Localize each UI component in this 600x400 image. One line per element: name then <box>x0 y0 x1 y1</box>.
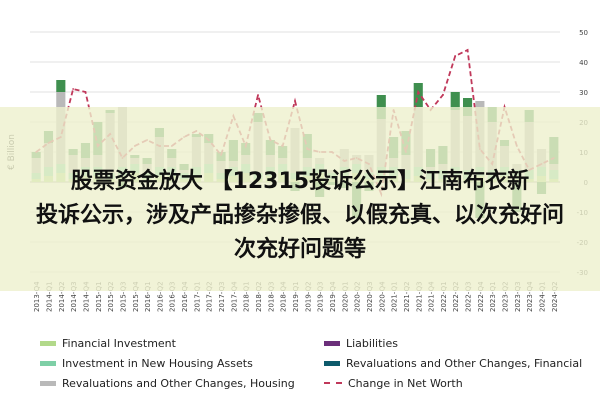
x-tick-label: 2016-Q1 <box>144 281 152 312</box>
overlay-banner: 股票资金放大 【12315投诉公示】江南布衣新 投诉公示，涉及产品掺杂掺假、以假… <box>0 107 600 291</box>
legend-label: Revaluations and Other Changes, Financia… <box>346 356 583 370</box>
y-tick-label: 30 <box>579 89 588 97</box>
overlay-line-2: 投诉公示，涉及产品掺杂掺假、以假充真、以次充好问 <box>35 203 564 228</box>
legend-item-investment-new-housing: Investment in New Housing Assets <box>40 354 253 372</box>
x-tick-label: 2014-Q3 <box>70 281 78 312</box>
x-tick-label: 2022-Q2 <box>452 281 460 312</box>
x-tick-label: 2017-Q3 <box>218 281 226 312</box>
x-tick-label: 2014-Q2 <box>58 281 66 312</box>
x-tick-label: 2014-Q1 <box>45 281 53 312</box>
x-tick-label: 2019-Q2 <box>304 281 312 312</box>
legend-swatch <box>40 380 56 386</box>
x-tick-label: 2017-Q2 <box>206 281 214 312</box>
x-tick-label: 2019-Q1 <box>292 281 300 312</box>
net-worth-point <box>442 94 444 96</box>
x-tick-label: 2015-Q2 <box>107 281 115 312</box>
legend-line-swatch <box>324 382 342 384</box>
x-tick-label: 2014-Q4 <box>82 281 90 312</box>
x-tick-label: 2023-Q2 <box>502 281 510 312</box>
x-tick-label: 2024-Q2 <box>551 281 559 312</box>
x-tick-label: 2020-Q1 <box>341 281 349 312</box>
x-tick-label: 2016-Q2 <box>156 281 164 312</box>
legend-item-change-net-worth: Change in Net Worth <box>324 374 463 392</box>
legend-item-revaluations-housing: Revaluations and Other Changes, Housing <box>40 374 295 392</box>
bar-segment <box>450 92 460 110</box>
x-tick-label: 2017-Q1 <box>193 281 201 312</box>
legend-label: Financial Investment <box>62 336 176 350</box>
legend-label: Liabilities <box>346 336 398 350</box>
bar-segment <box>413 83 423 107</box>
net-worth-point <box>466 49 469 51</box>
x-tick-label: 2020-Q3 <box>366 281 374 312</box>
net-worth-point <box>257 94 259 96</box>
x-tick-label: 2015-Q3 <box>119 281 127 312</box>
x-tick-label: 2018-Q1 <box>243 281 251 312</box>
x-tick-label: 2024-Q1 <box>539 281 547 312</box>
x-tick-label: 2021-Q3 <box>415 281 423 312</box>
x-tick-label: 2021-Q1 <box>391 281 399 312</box>
net-worth-point <box>294 100 296 102</box>
x-tick-label: 2013-Q4 <box>33 281 41 312</box>
x-tick-label: 2021-Q4 <box>428 281 436 312</box>
legend-swatch <box>40 360 56 366</box>
net-worth-point <box>454 55 457 57</box>
legend-swatch <box>324 340 340 346</box>
overlay-line-1: 股票资金放大 【12315投诉公示】江南布衣新 <box>70 169 530 194</box>
legend-item-liabilities: Liabilities <box>324 334 398 352</box>
x-tick-label: 2023-Q1 <box>489 281 497 312</box>
net-worth-point <box>72 88 75 90</box>
x-tick-label: 2022-Q4 <box>477 281 485 312</box>
y-tick-label: 40 <box>579 59 588 67</box>
legend-swatch <box>40 340 56 346</box>
x-tick-label: 2017-Q4 <box>230 281 238 312</box>
x-tick-label: 2020-Q2 <box>354 281 362 312</box>
bar-segment <box>56 80 66 92</box>
net-worth-point <box>417 91 420 93</box>
legend-label: Change in Net Worth <box>348 376 463 390</box>
x-tick-label: 2023-Q3 <box>514 281 522 312</box>
x-tick-label: 2018-Q3 <box>267 281 275 312</box>
legend-swatch <box>324 360 340 366</box>
x-tick-label: 2022-Q3 <box>465 281 473 312</box>
x-tick-label: 2019-Q4 <box>329 281 337 312</box>
x-tick-label: 2020-Q4 <box>378 281 386 312</box>
x-tick-label: 2016-Q4 <box>181 281 189 312</box>
y-tick-label: 50 <box>579 29 588 37</box>
x-tick-label: 2016-Q3 <box>169 281 177 312</box>
x-tick-label: 2018-Q4 <box>280 281 288 312</box>
legend-label: Investment in New Housing Assets <box>62 356 253 370</box>
x-tick-label: 2019-Q3 <box>317 281 325 312</box>
x-tick-label: 2021-Q2 <box>403 281 411 312</box>
x-tick-label: 2022-Q1 <box>440 281 448 312</box>
legend: Financial Investment Liabilities Investm… <box>40 334 600 394</box>
x-tick-label: 2015-Q1 <box>95 281 103 312</box>
x-tick-label: 2018-Q2 <box>255 281 263 312</box>
legend-item-financial-investment: Financial Investment <box>40 334 176 352</box>
x-tick-label: 2023-Q4 <box>526 281 534 312</box>
x-tick-label: 2015-Q4 <box>132 281 140 312</box>
legend-item-revaluations-financial: Revaluations and Other Changes, Financia… <box>324 354 582 372</box>
overlay-line-3: 次充好问题等 <box>233 237 366 262</box>
legend-label: Revaluations and Other Changes, Housing <box>62 376 295 390</box>
net-worth-point <box>84 91 87 93</box>
